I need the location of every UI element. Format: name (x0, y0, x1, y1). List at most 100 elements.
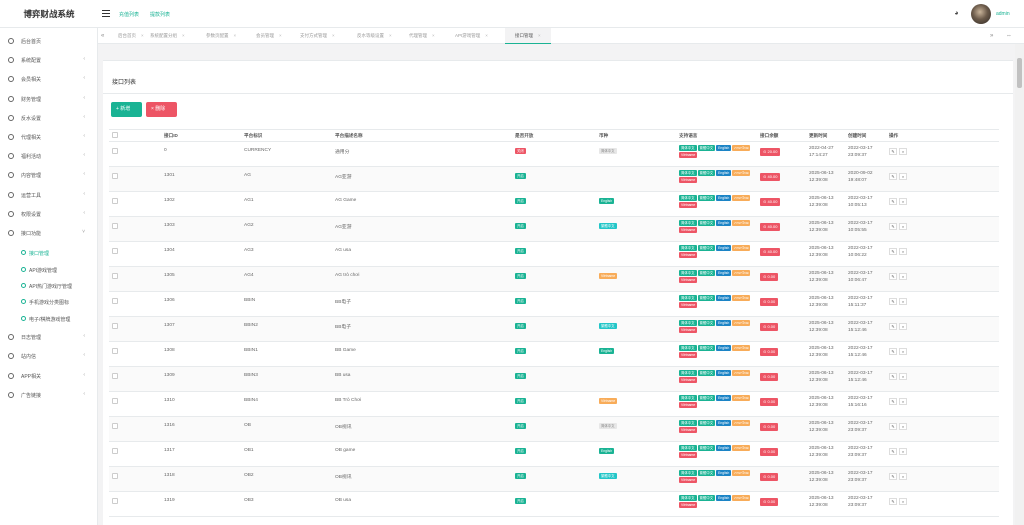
edit-icon[interactable]: ✎ (889, 498, 897, 505)
edit-icon[interactable]: ✎ (889, 323, 897, 330)
tab-close-icon[interactable]: × (485, 33, 488, 38)
tab-scroll-left-icon[interactable]: « (101, 33, 105, 39)
sidebar-item[interactable]: 后台首页 (0, 32, 97, 51)
sidebar-item[interactable]: 内容管理 ‹ (0, 166, 97, 185)
sidebar-subitem[interactable]: 手机游戏分类图标 (0, 294, 97, 310)
remove-icon[interactable]: × (899, 298, 907, 305)
table-row[interactable]: 1302 AG1 AG Game 开启 English 简体中文 繁體中文 English ภา… (109, 191, 999, 217)
tab-scroll-right-icon[interactable]: » (990, 33, 994, 39)
tab[interactable]: 参数页配置 × (206, 28, 236, 44)
table-row[interactable]: 1306 BBIN BB电子 开启 简体中文 繁體中文 English ภาษาไทย Viềt… (109, 291, 999, 317)
sidebar-item[interactable]: 会员相关 ‹ (0, 70, 97, 89)
balance-button[interactable]: ⊙ 40.00 (760, 173, 781, 181)
balance-button[interactable]: ⊙ 0.00 (760, 473, 779, 481)
sidebar-item[interactable]: 财务管理 ‹ (0, 90, 97, 109)
delete-button[interactable]: × 删除 (146, 102, 177, 117)
sidebar-item[interactable]: 广告链接 ‹ (0, 386, 97, 405)
row-checkbox[interactable] (112, 473, 118, 479)
edit-icon[interactable]: ✎ (889, 448, 897, 455)
tab[interactable]: 后台首页 × (118, 28, 144, 44)
edit-icon[interactable]: ✎ (889, 198, 897, 205)
balance-button[interactable]: ⊙ 40.00 (760, 223, 781, 231)
table-row[interactable]: 1309 BBIN3 BB usa 开启 简体中文 繁體中文 English ภาษาไทย V… (109, 366, 999, 392)
row-checkbox[interactable] (112, 148, 118, 154)
edit-icon[interactable]: ✎ (889, 473, 897, 480)
row-checkbox[interactable] (112, 323, 118, 329)
sidebar-subitem[interactable]: API游戏管理 (0, 262, 97, 278)
remove-icon[interactable]: × (899, 148, 907, 155)
sidebar-item[interactable]: 日志管理 ‹ (0, 328, 97, 347)
sidebar-item[interactable]: 代理相关 ‹ (0, 128, 97, 147)
remove-icon[interactable]: × (899, 373, 907, 380)
remove-icon[interactable]: × (899, 448, 907, 455)
tab[interactable]: 系统配置分组 × (150, 28, 185, 44)
table-row[interactable]: 1317 OB1 OB game 开启 English 简体中文 繁體中文 English ภา… (109, 441, 999, 467)
sidebar-subitem[interactable]: 电子/棋牌游戏管理 (0, 311, 97, 327)
remove-icon[interactable]: × (899, 223, 907, 230)
sidebar-item[interactable]: 反水设置 ‹ (0, 109, 97, 128)
tab-close-icon[interactable]: × (279, 33, 282, 38)
balance-button[interactable]: ⊙ 40.00 (760, 198, 781, 206)
menu-toggle-icon[interactable] (102, 10, 110, 17)
sidebar-item[interactable]: 运营工具 ‹ (0, 186, 97, 205)
remove-icon[interactable]: × (899, 248, 907, 255)
balance-button[interactable]: ⊙ 0.00 (760, 273, 779, 281)
table-row[interactable]: 1316 OB OB视讯 开启 简体中文 简体中文 繁體中文 English ภาษาไทยVi… (109, 416, 999, 442)
tab-close-icon[interactable]: × (432, 33, 435, 38)
sidebar-subitem[interactable]: 接口管理 (0, 245, 97, 261)
table-row[interactable]: 1310 BBIN4 BB Trò Chơi 开启 Viềtname 简体中文 繁體中文 En… (109, 391, 999, 417)
row-checkbox[interactable] (112, 198, 118, 204)
avatar[interactable] (971, 4, 991, 24)
row-checkbox[interactable] (112, 223, 118, 229)
table-row[interactable]: 1318 OB2 OB视讯 开启 繁體中文 简体中文 繁體中文 English ภาษาไทยV… (109, 466, 999, 492)
balance-button[interactable]: ⊙ 20.00 (760, 148, 781, 156)
edit-icon[interactable]: ✎ (889, 148, 897, 155)
row-checkbox[interactable] (112, 348, 118, 354)
tab[interactable]: 反水等级设置 × (357, 28, 392, 44)
edit-icon[interactable]: ✎ (889, 398, 897, 405)
edit-icon[interactable]: ✎ (889, 348, 897, 355)
tab-close-icon[interactable]: × (182, 33, 185, 38)
balance-button[interactable]: ⊙ 0.00 (760, 373, 779, 381)
table-row[interactable]: 1307 BBIN2 BB电子 开启 繁體中文 简体中文 繁體中文 English ภาษาไท… (109, 316, 999, 342)
select-all-checkbox[interactable] (112, 132, 118, 138)
sidebar-item[interactable]: 福利活动 ‹ (0, 147, 97, 166)
row-checkbox[interactable] (112, 173, 118, 179)
edit-icon[interactable]: ✎ (889, 273, 897, 280)
remove-icon[interactable]: × (899, 273, 907, 280)
sidebar-subitem[interactable]: API热门游戏厅管理 (0, 278, 97, 294)
page-scrollbar[interactable] (1015, 44, 1024, 525)
edit-icon[interactable]: ✎ (889, 223, 897, 230)
admin-menu[interactable]: admin (996, 11, 1010, 17)
sidebar-item[interactable]: 权限设置 ‹ (0, 205, 97, 224)
tab-close-icon[interactable]: × (233, 33, 237, 38)
row-checkbox[interactable] (112, 248, 118, 254)
table-row[interactable]: 1305 AG4 AG trò chơi 开启 Viềtname 简体中文 繁體中文 Engl… (109, 266, 999, 292)
row-checkbox[interactable] (112, 373, 118, 379)
tab[interactable]: 支付方式管理 × (300, 28, 335, 44)
balance-button[interactable]: ⊙ 0.00 (760, 398, 779, 406)
tab-close-icon[interactable]: × (389, 33, 392, 38)
remove-icon[interactable]: × (899, 173, 907, 180)
row-checkbox[interactable] (112, 398, 118, 404)
tab-close-menu-icon[interactable]: ⇔ (1006, 33, 1012, 39)
balance-button[interactable]: ⊙ 0.00 (760, 498, 779, 506)
recharge-list-link[interactable]: 充值列表 (119, 12, 140, 18)
add-button[interactable]: + 新增 (111, 102, 142, 117)
remove-icon[interactable]: × (899, 348, 907, 355)
remove-icon[interactable]: × (899, 473, 907, 480)
table-row[interactable]: 1308 BBIN1 BB Game 开启 English 简体中文 繁體中文 English… (109, 341, 999, 367)
remove-icon[interactable]: × (899, 323, 907, 330)
sidebar-item[interactable]: 系统配置 ‹ (0, 51, 97, 70)
sidebar-item[interactable]: 站内信 ‹ (0, 347, 97, 366)
balance-button[interactable]: ⊙ 40.00 (760, 248, 781, 256)
row-checkbox[interactable] (112, 498, 118, 504)
row-checkbox[interactable] (112, 423, 118, 429)
table-row[interactable]: 1319 OB3 OB usa 开启 简体中文 繁體中文 English ภาษาไทย Viề… (109, 491, 999, 517)
tab-close-icon[interactable]: × (332, 33, 335, 38)
tab[interactable]: API游戏管理 × (455, 28, 488, 44)
remove-icon[interactable]: × (899, 198, 907, 205)
tab[interactable]: 代理管理 × (409, 28, 435, 44)
balance-button[interactable]: ⊙ 0.00 (760, 348, 779, 356)
edit-icon[interactable]: ✎ (889, 248, 897, 255)
